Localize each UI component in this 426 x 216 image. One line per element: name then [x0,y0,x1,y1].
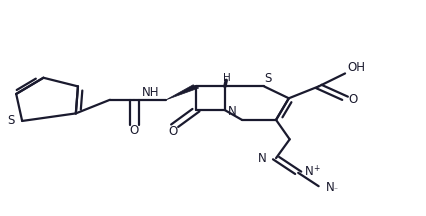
Text: O: O [168,125,177,138]
Text: S: S [264,72,271,85]
Text: OH: OH [347,61,365,74]
Text: O: O [348,93,358,106]
Text: +: + [313,164,320,173]
Text: H: H [223,73,231,83]
Text: NH: NH [141,86,159,99]
Text: N: N [228,105,236,118]
Text: S: S [7,114,14,127]
Text: N: N [305,165,314,178]
Text: ⁻: ⁻ [334,186,337,195]
Text: N: N [258,152,267,165]
Text: O: O [130,124,139,137]
Polygon shape [166,85,199,100]
Text: N: N [325,181,334,194]
